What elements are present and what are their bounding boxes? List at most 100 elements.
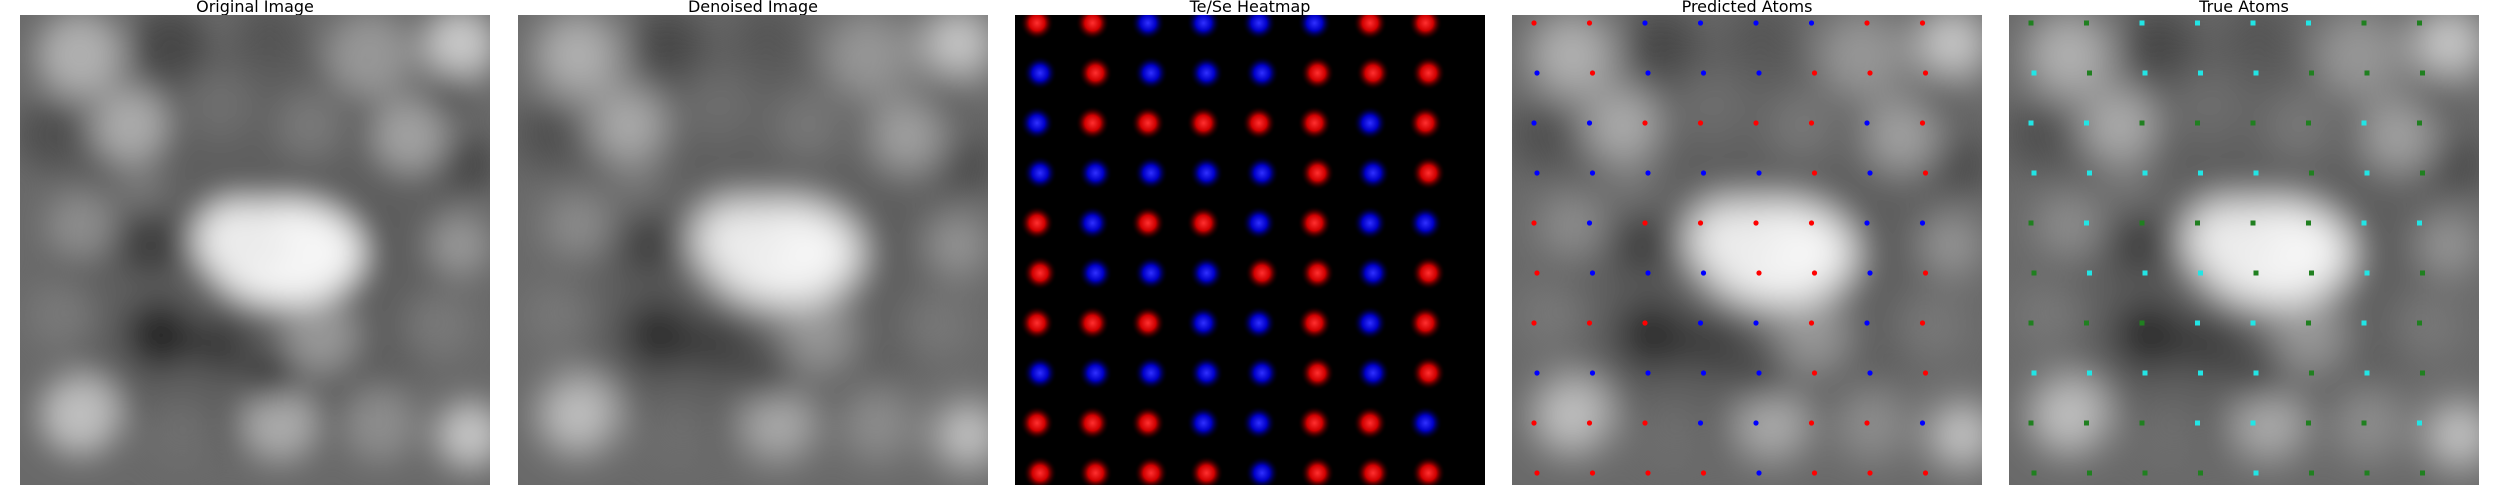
true-atom-cyan: [2361, 320, 2367, 326]
predicted-atom-red: [1642, 420, 1648, 426]
true-atom-cyan: [2031, 70, 2037, 76]
true-atom-green: [2420, 470, 2425, 476]
predicted-atom-red: [1586, 420, 1593, 426]
predicted-atom-red: [1531, 420, 1537, 426]
predicted-atom-red: [1919, 20, 1926, 26]
true-atom-green: [2309, 270, 2314, 276]
predicted-atom-red: [1531, 20, 1537, 26]
heatmap-spot-blue: [1242, 15, 1276, 40]
heatmap-spot-blue: [1186, 406, 1221, 440]
true-atom-cyan: [2250, 20, 2256, 26]
predicted-atom-red: [1531, 220, 1537, 226]
predicted-atom-blue: [1756, 370, 1762, 376]
true-atom-green: [2417, 320, 2422, 326]
true-atom-cyan: [2253, 470, 2259, 476]
predicted-atom-blue: [1867, 170, 1873, 176]
true-atom-cyan: [2087, 370, 2092, 376]
true-atom-green: [2084, 320, 2089, 326]
panel-true: True Atoms: [2009, 0, 2479, 485]
heatmap-image: [1015, 15, 1485, 485]
predicted-atom-blue: [1589, 370, 1596, 376]
heatmap-spot-blue: [1134, 356, 1168, 390]
predicted-atom-blue: [1867, 270, 1873, 276]
true-atom-cyan: [2198, 370, 2203, 376]
panel-title-denoised: Denoised Image: [687, 0, 819, 16]
predicted-atom-blue: [1919, 420, 1926, 426]
predicted-atom-red: [1811, 470, 1818, 476]
heatmap-spot-blue: [1245, 156, 1279, 190]
panel-denoised: Denoised Image: [518, 0, 988, 485]
true-atom-green: [2417, 20, 2422, 26]
predicted-atom-red: [1534, 270, 1540, 276]
true-atom-cyan: [2417, 420, 2422, 426]
true-atom-cyan: [2084, 220, 2089, 226]
heatmap-spot-red: [1300, 456, 1335, 485]
predicted-atom-red: [1586, 20, 1593, 26]
panel-title-predicted: Predicted Atoms: [1681, 0, 1813, 16]
heatmap-spot-blue: [1408, 206, 1443, 240]
heatmap-spot-red: [1242, 106, 1276, 140]
heatmap-spot-blue: [1408, 406, 1443, 440]
true-atom-green: [2253, 270, 2259, 276]
true-atom-cyan: [2361, 120, 2367, 126]
heatmap-spot-blue: [1189, 256, 1224, 290]
predicted-atom-blue: [1534, 170, 1540, 176]
true-atom-green: [2028, 220, 2034, 226]
true-atom-cyan: [2198, 70, 2203, 76]
true-atom-cyan: [2028, 120, 2034, 126]
predicted-atom-red: [1697, 120, 1704, 126]
heatmap-spot-red: [1353, 15, 1387, 40]
true-atom-cyan: [2195, 320, 2200, 326]
true-atom-green: [2087, 470, 2092, 476]
heatmap-spot-blue: [1078, 356, 1113, 390]
heatmap-spot-blue: [1356, 156, 1390, 190]
predicted-atom-red: [1808, 220, 1815, 226]
true-atom-green: [2361, 420, 2367, 426]
heatmap-spot-red: [1353, 406, 1387, 440]
heatmap-spot-blue: [1078, 156, 1113, 190]
heatmap-spot-blue: [1023, 56, 1057, 90]
true-atom-green: [2198, 470, 2203, 476]
heatmap-spot-blue: [1245, 356, 1279, 390]
heatmap-spot-red: [1078, 456, 1113, 485]
true-atom-green: [2306, 320, 2311, 326]
predicted-atom-blue: [1645, 170, 1651, 176]
predicted-atom-red: [1697, 220, 1704, 226]
true-atom-cyan: [2364, 170, 2370, 176]
true-atom-green: [2364, 470, 2370, 476]
true-atom-cyan: [2250, 420, 2256, 426]
heatmap-spot-red: [1300, 256, 1335, 290]
heatmap-spot-blue: [1134, 156, 1168, 190]
heatmap-spot-red: [1131, 106, 1165, 140]
heatmap-spot-red: [1408, 306, 1443, 340]
true-atom-cyan: [2250, 320, 2256, 326]
predicted-atom-red: [1811, 270, 1818, 276]
true-atom-cyan: [2142, 70, 2148, 76]
true-atom-green: [2139, 420, 2145, 426]
heatmap-spot-red: [1356, 56, 1390, 90]
true-atom-green: [2031, 270, 2037, 276]
true-atom-cyan: [2087, 270, 2092, 276]
heatmap-spot-blue: [1186, 15, 1221, 40]
predicted-atom-red: [1922, 70, 1929, 76]
heatmap-spot-red: [1020, 15, 1054, 40]
heatmap-spot-red: [1411, 156, 1446, 190]
predicted-atom-blue: [1700, 270, 1707, 276]
denoised-image: [518, 15, 988, 485]
true-atom-green: [2028, 20, 2034, 26]
predicted-atom-blue: [1645, 370, 1651, 376]
predicted-atom-blue: [1808, 20, 1815, 26]
predicted-atom-blue: [1867, 370, 1873, 376]
predicted-atom-blue: [1697, 320, 1704, 326]
heatmap-spot-blue: [1245, 56, 1279, 90]
heatmap-spot-red: [1020, 206, 1054, 240]
true-atom-green: [2028, 420, 2034, 426]
predicted-atom-blue: [1589, 270, 1596, 276]
predicted-atom-red: [1922, 370, 1929, 376]
true-atom-green: [2195, 120, 2200, 126]
heatmap-spot-red: [1186, 106, 1221, 140]
true-atom-green: [2028, 320, 2034, 326]
true-atom-cyan: [2364, 370, 2370, 376]
true-atom-green: [2309, 370, 2314, 376]
predicted-atom-blue: [1700, 170, 1707, 176]
